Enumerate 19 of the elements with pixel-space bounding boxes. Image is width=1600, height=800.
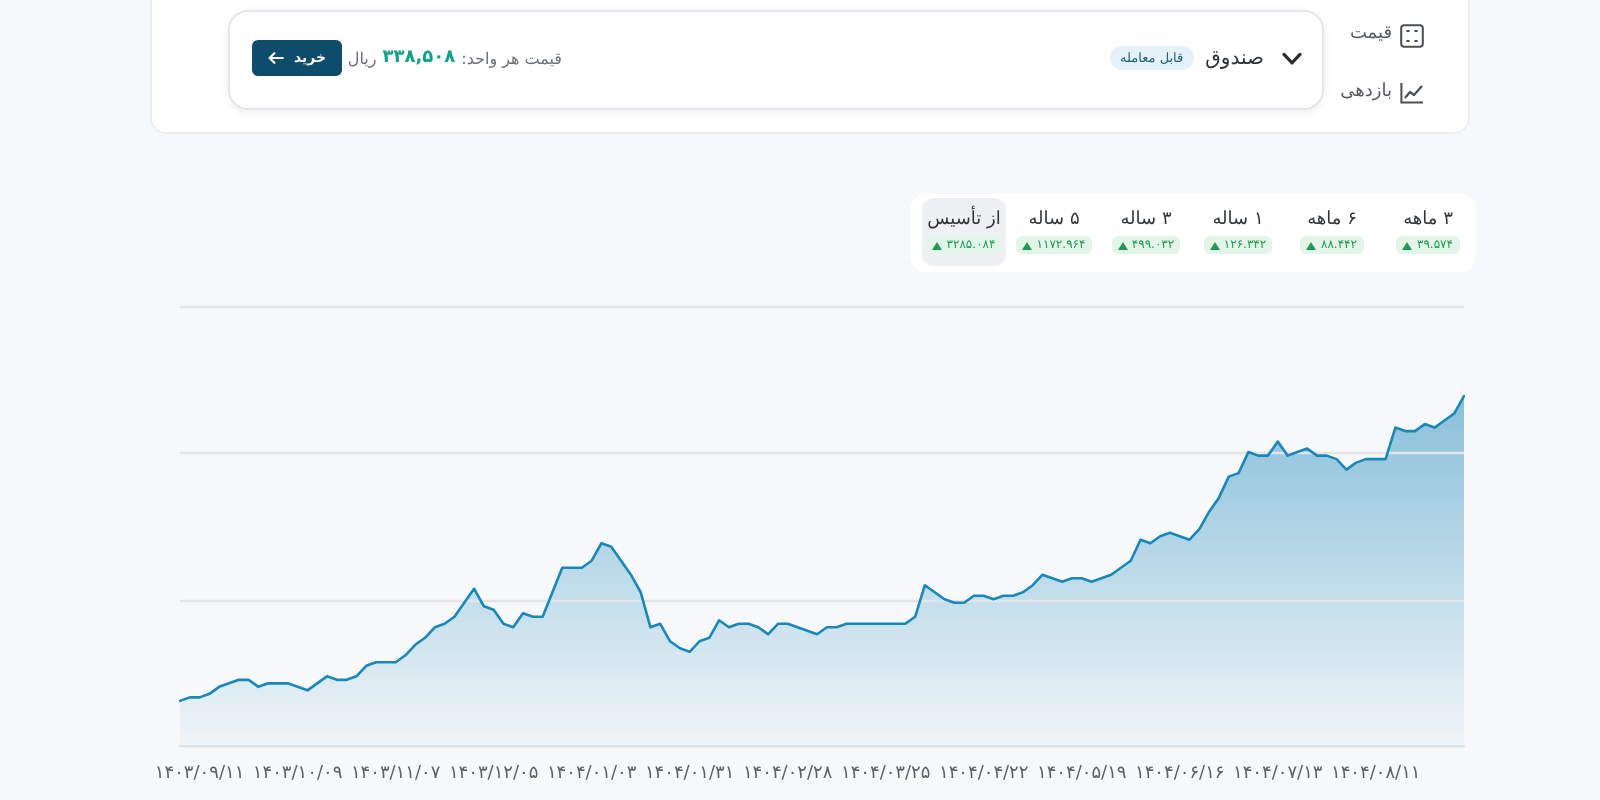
x-tick-label: ۱۴۰۳/۱۰/۰۹ [252, 763, 343, 784]
text: صندوق [1205, 47, 1264, 69]
x-tick-label: ۱۴۰۴/۰۳/۲۵ [840, 763, 931, 784]
text: ۳۳۸,۵۰۸ [382, 48, 456, 68]
x-tick-label: ۱۴۰۳/۱۱/۰۷ [350, 763, 441, 784]
text: قیمت هر واحد: [461, 49, 562, 67]
text: بازدهی [1340, 82, 1392, 102]
x-tick-label: ۱۴۰۳/۱۲/۰۵ [448, 763, 539, 784]
text: قیمت [1349, 24, 1392, 44]
x-tick-label: ۱۴۰۴/۰۸/۱۱ [1331, 763, 1421, 784]
x-tick-label: ۱۴۰۴/۰۲/۲۸ [742, 763, 833, 784]
x-tick-label: ۱۴۰۴/۰۴/۲۲ [938, 763, 1029, 784]
x-tick-label: ۱۴۰۴/۰۱/۳۱ [644, 763, 735, 784]
x-tick-label: ۱۴۰۴/۰۷/۱۳ [1233, 763, 1323, 784]
text: ریال [347, 49, 377, 67]
x-tick-label: ۱۴۰۳/۰۹/۱۱ [154, 763, 245, 784]
x-tick-label: ۱۴۰۴/۰۱/۰۳ [546, 763, 637, 784]
x-tick-label: ۱۴۰۴/۰۶/۱۶ [1135, 763, 1225, 784]
x-tick-label: ۱۴۰۴/۰۵/۱۹ [1036, 763, 1127, 784]
